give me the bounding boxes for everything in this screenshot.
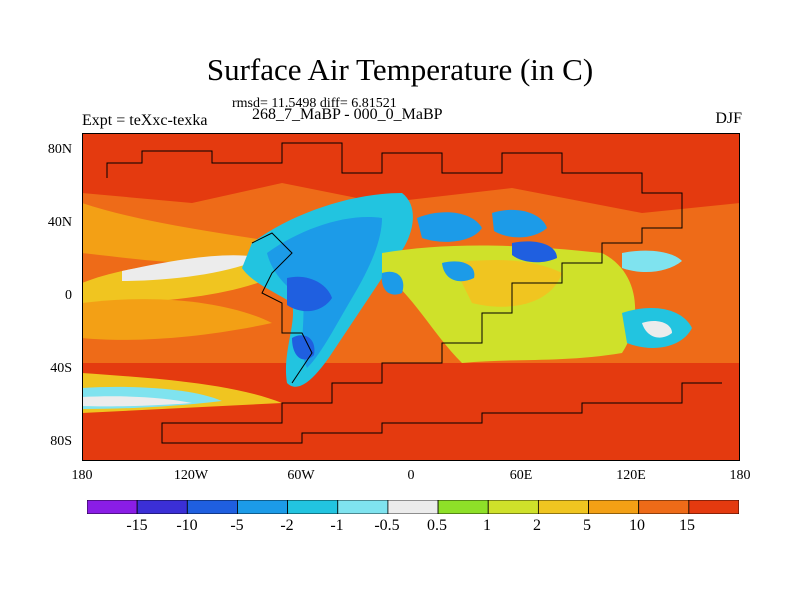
- tethys-cold-patch-2: [492, 209, 547, 238]
- colorbar-swatch: [186, 500, 238, 514]
- colorbar-label: -2: [280, 517, 294, 534]
- colorbar-swatch: [87, 500, 138, 514]
- colorbar-swatch: [487, 500, 539, 514]
- continental-coldest-region: [287, 276, 332, 312]
- colorbar-label: -10: [176, 517, 198, 534]
- lon-tick-label: 180: [729, 468, 751, 483]
- coastline-west: [251, 232, 313, 384]
- lat-tick-label: 0: [65, 288, 72, 303]
- coastline: [106, 142, 722, 444]
- colorbar-label: 15: [679, 517, 695, 534]
- colorbar-swatch: [638, 500, 690, 514]
- season-label: DJF: [715, 110, 742, 127]
- colorbar-swatch: [337, 500, 389, 514]
- lon-tick-label: 60W: [287, 468, 315, 483]
- colorbar-label: 0.5: [427, 517, 447, 534]
- colorbar-label: 5: [583, 517, 591, 534]
- lon-tick-label: 120E: [616, 468, 646, 483]
- map-frame: [82, 133, 740, 461]
- temperature-map: [82, 133, 740, 461]
- southern-warm-region: [82, 363, 740, 461]
- colorbar-label: 1: [483, 517, 491, 534]
- experiment-label: Expt = teXxc-texka: [82, 112, 208, 129]
- lon-tick-label: 120W: [173, 468, 209, 483]
- colorbar-swatch: [537, 500, 589, 514]
- colorbar-swatch: [688, 500, 739, 514]
- arctic-warm-region: [82, 133, 740, 213]
- colorbar-swatch: [437, 500, 489, 514]
- east-neutral-patch: [642, 321, 672, 338]
- colorbar-swatch: [287, 500, 339, 514]
- pacific-band-south: [82, 299, 272, 340]
- tethys-cold-patch-3: [512, 241, 557, 263]
- tropical-neutral-streak: [122, 255, 262, 281]
- eastern-orange-patch: [452, 260, 562, 307]
- southern-neutral-streak: [82, 396, 192, 407]
- lat-tick-label: 80S: [50, 434, 72, 449]
- tethys-cold-patch-1: [417, 212, 482, 242]
- colorbar-label: -0.5: [374, 517, 400, 534]
- colorbar: [87, 500, 739, 514]
- tethys-cold-patch-4: [442, 261, 475, 282]
- period-label: 268_7_MaBP - 000_0_MaBP: [252, 106, 443, 123]
- lat-tick-label: 80N: [47, 142, 72, 157]
- colorbar-label: -15: [126, 517, 148, 534]
- lon-tick-label: 60E: [509, 468, 533, 483]
- lon-tick-label: 180: [71, 468, 93, 483]
- lon-tick-label: 0: [407, 468, 415, 483]
- colorbar-label: -5: [230, 517, 244, 534]
- tethys-cold-patch-5: [381, 271, 404, 295]
- map-title: Surface Air Temperature (in C): [206, 52, 594, 87]
- lat-tick-label: 40S: [50, 361, 72, 376]
- colorbar-swatch: [237, 500, 289, 514]
- colorbar-label: -1: [330, 517, 344, 534]
- east-coast-cold-streak: [622, 250, 682, 273]
- colorbar-label: 2: [533, 517, 541, 534]
- colorbar-swatch: [387, 500, 439, 514]
- colorbar-swatch: [588, 500, 640, 514]
- pacific-band-north: [82, 203, 282, 263]
- southern-cold-core: [292, 335, 315, 360]
- colorbar-label: 10: [629, 517, 645, 534]
- colorbar-swatch: [136, 500, 188, 514]
- stats-label: rmsd= 11.5498 diff= 6.81521: [232, 96, 397, 111]
- lat-tick-label: 40N: [47, 215, 72, 230]
